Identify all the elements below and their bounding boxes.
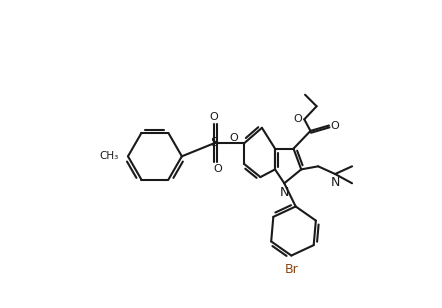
Text: O: O xyxy=(294,114,302,124)
Text: Br: Br xyxy=(285,263,298,276)
Text: N: N xyxy=(331,176,340,188)
Text: N: N xyxy=(280,186,289,199)
Text: O: O xyxy=(213,164,221,174)
Text: O: O xyxy=(230,133,239,143)
Text: O: O xyxy=(209,112,218,122)
Text: S: S xyxy=(210,136,218,149)
Text: O: O xyxy=(331,120,339,131)
Text: CH₃: CH₃ xyxy=(99,151,119,161)
